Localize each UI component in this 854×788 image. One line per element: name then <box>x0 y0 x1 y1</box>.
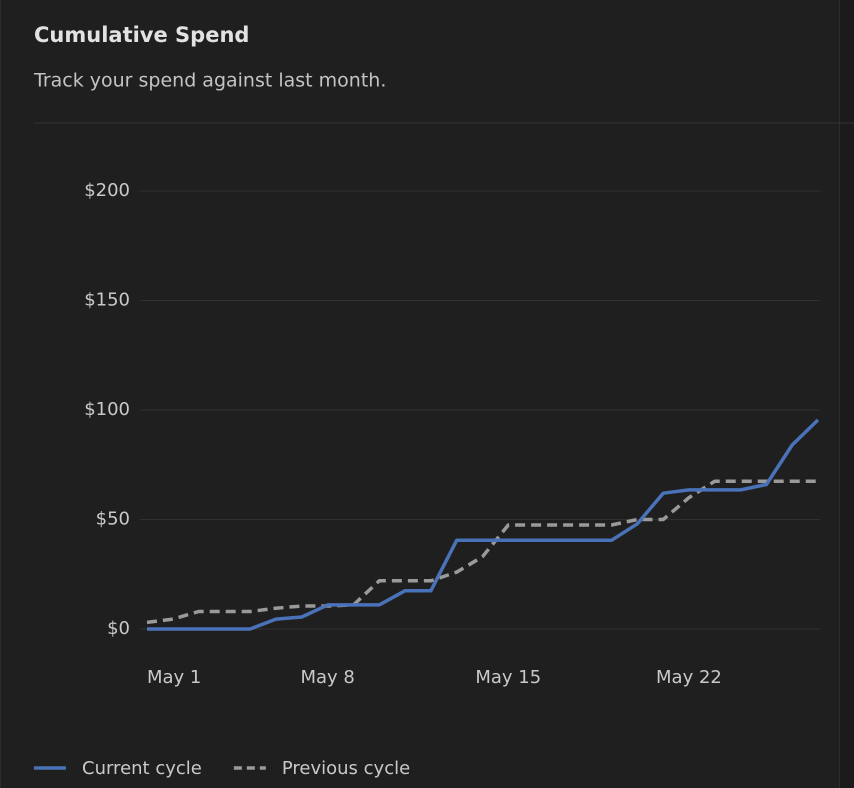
y-tick-label: $0 <box>107 618 130 639</box>
chart-subtitle: Track your spend against last month. <box>33 70 386 92</box>
y-tick-label: $150 <box>84 290 130 311</box>
x-tick-label: May 8 <box>300 667 354 688</box>
series-line <box>147 418 820 631</box>
y-tick-label: $200 <box>84 180 130 201</box>
x-tick-label: May 22 <box>656 667 722 688</box>
legend-label: Current cycle <box>82 758 202 779</box>
y-tick-label: $100 <box>84 399 130 420</box>
x-tick-label: May 15 <box>475 667 541 688</box>
legend-label: Previous cycle <box>282 758 410 779</box>
chart-title: Cumulative Spend <box>34 23 249 47</box>
series-line <box>146 479 818 625</box>
x-tick-label: May 1 <box>147 667 201 688</box>
y-tick-label: $50 <box>96 509 130 530</box>
